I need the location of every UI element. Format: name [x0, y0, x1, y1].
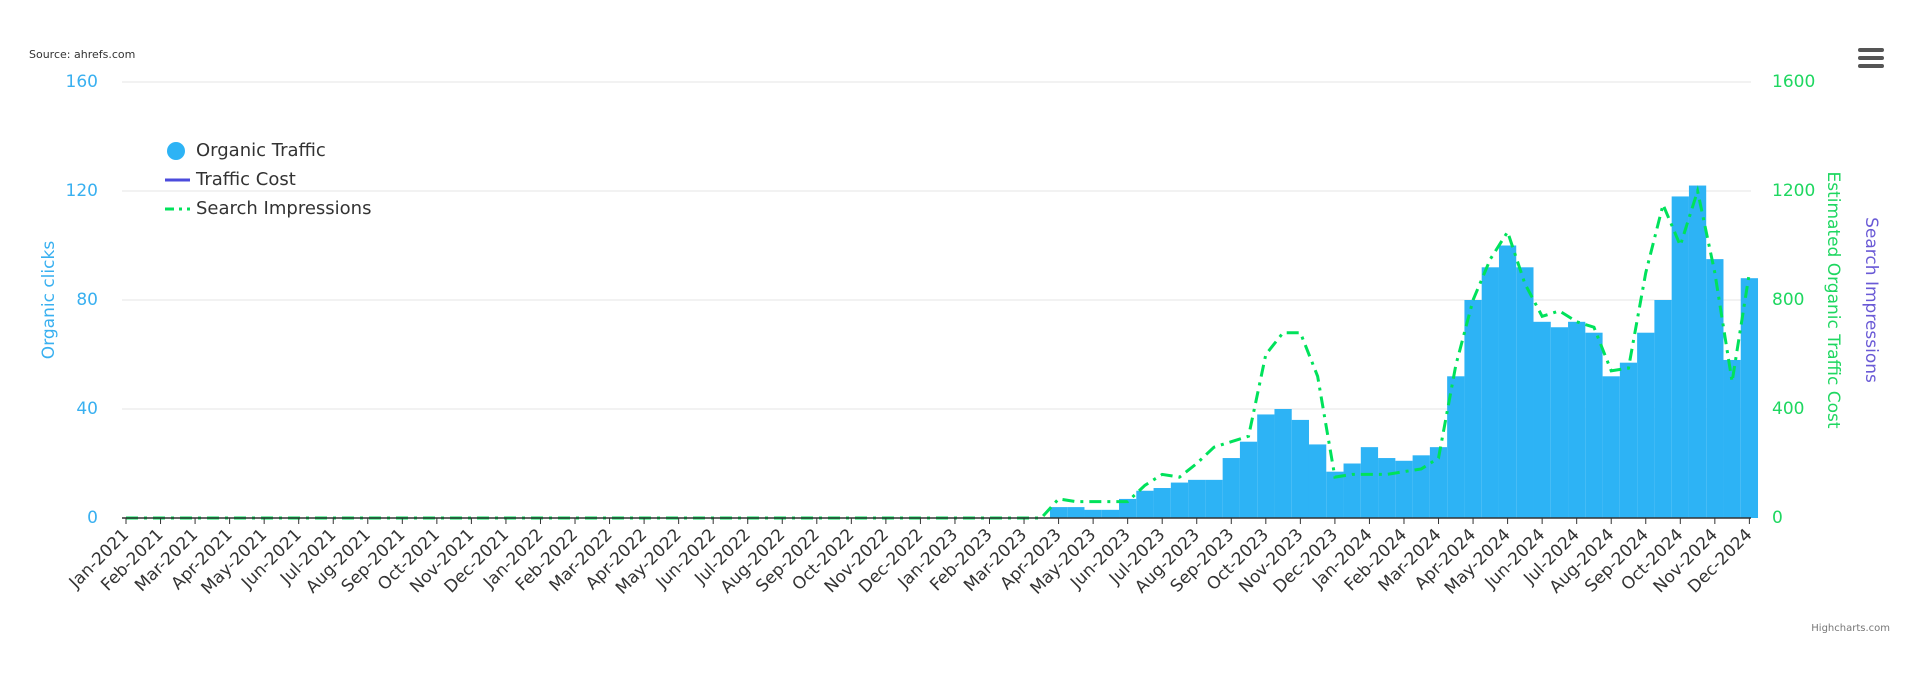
- bar: [1654, 300, 1672, 518]
- bar: [1360, 447, 1379, 518]
- bar: [1084, 509, 1102, 518]
- bar: [1308, 444, 1327, 518]
- bar: [1671, 196, 1689, 518]
- y-tick-label: 0: [87, 508, 98, 528]
- legend-label: Search Impressions: [196, 198, 371, 219]
- y-tick-label: 160: [66, 72, 98, 92]
- menu-bar: [1858, 48, 1884, 52]
- y2-axis-title: Estimated Organic Traffic Cost: [1823, 171, 1843, 428]
- bar: [1585, 332, 1603, 518]
- legend-label: Organic Traffic: [196, 140, 326, 161]
- y2-tick-label: 400: [1772, 399, 1804, 419]
- y3-axis-title: Search Impressions: [1861, 217, 1881, 383]
- bar: [1343, 463, 1361, 518]
- bar: [1619, 362, 1638, 518]
- bar: [1637, 332, 1655, 518]
- legend-item[interactable]: Organic Traffic: [167, 140, 326, 161]
- menu-bar: [1858, 56, 1884, 60]
- bar: [1723, 359, 1741, 518]
- bar: [1395, 460, 1413, 518]
- y-axis-title: Organic clicks: [39, 241, 59, 360]
- bar: [1429, 447, 1448, 518]
- y2-tick-label: 1600: [1772, 72, 1815, 92]
- bar: [1291, 419, 1309, 518]
- bar: [1326, 471, 1344, 518]
- bar: [1101, 509, 1120, 518]
- y2-tick-label: 1200: [1772, 181, 1815, 201]
- credit: Highcharts.com: [1811, 623, 1890, 634]
- bar: [1481, 267, 1499, 518]
- legend-label: Traffic Cost: [195, 169, 296, 190]
- bar: [1274, 409, 1292, 518]
- legend-item[interactable]: Traffic Cost: [165, 169, 296, 190]
- bar: [1119, 498, 1137, 518]
- bar: [1188, 479, 1206, 518]
- bar: [1516, 267, 1534, 518]
- bar: [1498, 245, 1517, 518]
- bar: [1412, 455, 1430, 518]
- legend-item[interactable]: Search Impressions: [165, 198, 371, 219]
- bar: [1688, 185, 1707, 519]
- source: Source: ahrefs.com: [29, 48, 135, 61]
- y2-tick-label: 800: [1772, 290, 1804, 310]
- bar: [1740, 278, 1759, 518]
- bar: [1464, 300, 1482, 518]
- y2-tick-label: 0: [1772, 508, 1783, 528]
- bar: [1239, 441, 1258, 518]
- bar: [1447, 376, 1465, 518]
- bar: [1257, 414, 1275, 518]
- bar: [1533, 321, 1551, 518]
- bar: [1049, 507, 1068, 518]
- bar: [1378, 458, 1396, 518]
- bar: [1067, 507, 1085, 518]
- y-tick-label: 40: [76, 399, 98, 419]
- bar: [1170, 482, 1189, 518]
- bar: [1706, 259, 1724, 518]
- bar: [1136, 490, 1154, 518]
- bar: [1568, 321, 1586, 518]
- bar: [1153, 488, 1171, 518]
- y-tick-label: 80: [76, 290, 98, 310]
- bar: [1602, 376, 1620, 518]
- bar: [1550, 327, 1569, 518]
- legend-symbol: [167, 142, 185, 160]
- y-tick-label: 120: [66, 181, 98, 201]
- menu-bar: [1858, 64, 1884, 68]
- menu-button[interactable]: [1858, 48, 1884, 68]
- bar: [1222, 458, 1240, 518]
- bar: [1205, 479, 1223, 518]
